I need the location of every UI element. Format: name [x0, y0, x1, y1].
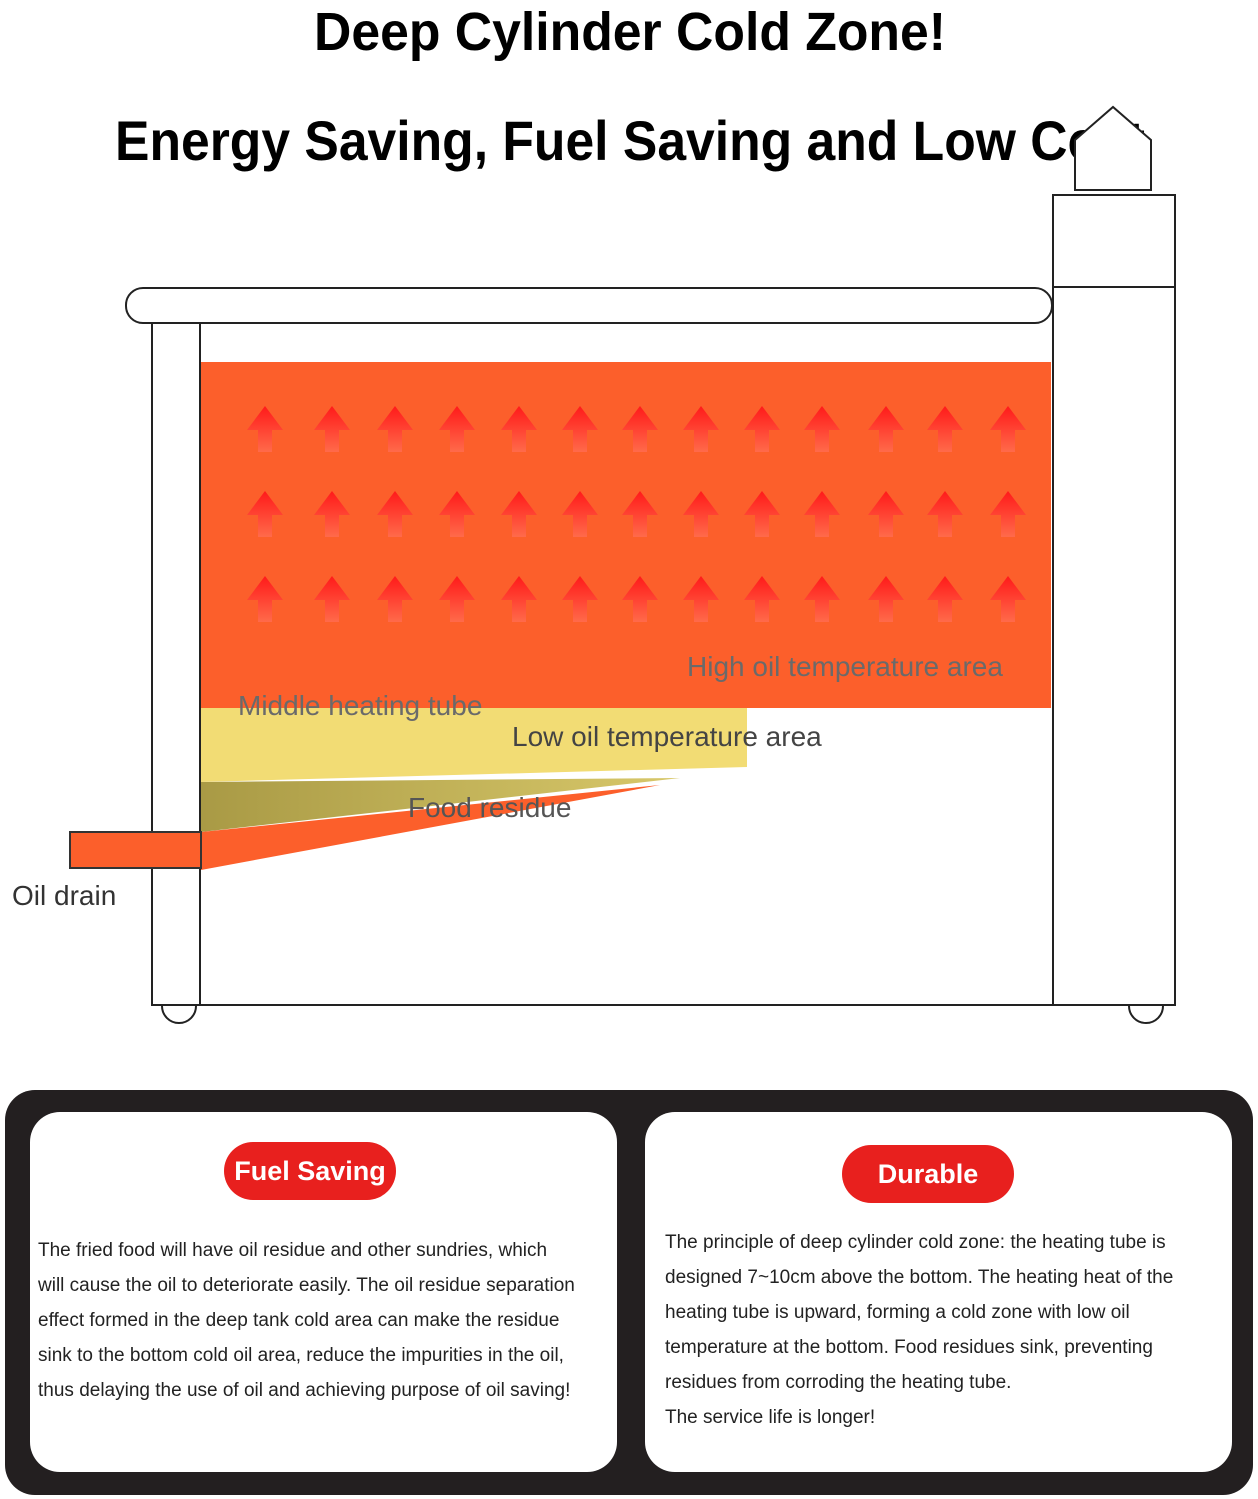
- arrow: [990, 576, 1026, 622]
- heat-arrows: [247, 406, 1026, 622]
- residue-flow: [201, 785, 660, 870]
- label: Middle heating tube: [238, 690, 482, 721]
- arrow: [439, 576, 475, 622]
- card-text: The service life is longer!: [665, 1407, 875, 1428]
- arrow: [439, 406, 475, 452]
- residue-area: [201, 778, 680, 832]
- label: Food residue: [408, 792, 571, 823]
- fryer-outline: [125, 105, 1176, 1024]
- arrow: [562, 576, 598, 622]
- title: Deep Cylinder Cold Zone!: [314, 2, 946, 62]
- high-temp-area: [201, 362, 1051, 708]
- arrow: [990, 491, 1026, 537]
- arrow: [990, 406, 1026, 452]
- arrow: [314, 576, 350, 622]
- arrow: [927, 406, 963, 452]
- arrow: [377, 491, 413, 537]
- card-text: The principle of deep cylinder cold zone…: [665, 1232, 1166, 1253]
- arrow: [804, 576, 840, 622]
- card-text: sink to the bottom cold oil area, reduce…: [38, 1345, 564, 1366]
- label: High oil temperature area: [687, 651, 1003, 682]
- arrow: [868, 576, 904, 622]
- arrow: [804, 491, 840, 537]
- arrow: [562, 406, 598, 452]
- card: [645, 1112, 1232, 1472]
- arrow: [804, 406, 840, 452]
- arrow: [314, 406, 350, 452]
- pill: [224, 1142, 396, 1200]
- arrow: [501, 406, 537, 452]
- arrow: [683, 491, 719, 537]
- arrow: [247, 576, 283, 622]
- card-text: heating tube is upward, forming a cold z…: [665, 1302, 1130, 1323]
- card: [30, 1112, 617, 1472]
- card-text: residues from corroding the heating tube…: [665, 1372, 1011, 1393]
- arrow: [501, 491, 537, 537]
- arrow: [683, 406, 719, 452]
- arrow: [744, 406, 780, 452]
- arrow: [744, 576, 780, 622]
- arrow: [247, 491, 283, 537]
- arrow: [377, 406, 413, 452]
- label: Oil drain: [12, 880, 116, 911]
- oil-drain: [69, 831, 202, 869]
- subtitle: Energy Saving, Fuel Saving and Low Cost: [115, 109, 1145, 172]
- pill: [842, 1145, 1014, 1203]
- arrow: [622, 576, 658, 622]
- arrow: [868, 491, 904, 537]
- arrow: [622, 406, 658, 452]
- arrow: [683, 576, 719, 622]
- arrow: [562, 491, 598, 537]
- card-heading: Fuel Saving: [234, 1156, 386, 1186]
- card-text: designed 7~10cm above the bottom. The he…: [665, 1267, 1173, 1288]
- card-text: will cause the oil to deteriorate easily…: [37, 1275, 575, 1296]
- arrow: [314, 491, 350, 537]
- low-temp-area: [201, 708, 747, 782]
- arrow: [501, 576, 537, 622]
- card-text: The fried food will have oil residue and…: [38, 1240, 547, 1261]
- card-text: thus delaying the use of oil and achievi…: [38, 1380, 570, 1401]
- arrow: [868, 406, 904, 452]
- arrow: [744, 491, 780, 537]
- arrow: [439, 491, 475, 537]
- card-text: effect formed in the deep tank cold area…: [38, 1310, 559, 1331]
- arrow: [927, 491, 963, 537]
- arrow: [377, 576, 413, 622]
- arrow: [247, 406, 283, 452]
- card-text: temperature at the bottom. Food residues…: [665, 1337, 1153, 1358]
- label: Low oil temperature area: [512, 721, 822, 752]
- card-heading: Durable: [878, 1159, 979, 1189]
- arrow: [622, 491, 658, 537]
- arrow: [927, 576, 963, 622]
